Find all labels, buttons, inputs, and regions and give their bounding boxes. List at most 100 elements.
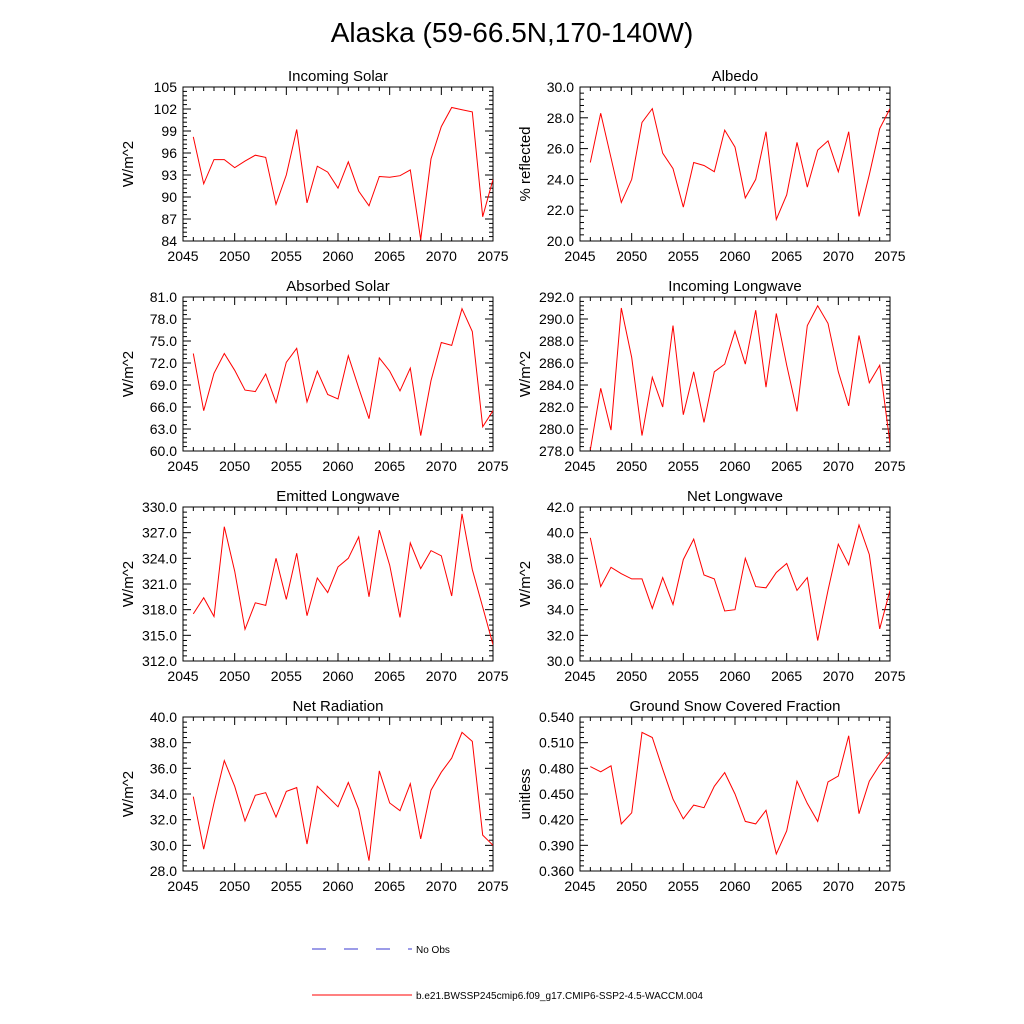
albedo-title: Albedo bbox=[712, 68, 759, 85]
emitted-longwave-xtick-label: 2060 bbox=[322, 668, 353, 684]
incoming-longwave-xtick-label: 2045 bbox=[564, 458, 595, 474]
emitted-longwave-frame bbox=[182, 506, 494, 662]
emitted-longwave-ytick-label: 315.0 bbox=[142, 627, 177, 643]
net-radiation-ytick-label: 28.0 bbox=[150, 863, 177, 879]
net-longwave-frame bbox=[579, 506, 891, 662]
emitted-longwave-ytick-label: 330.0 bbox=[142, 499, 177, 515]
absorbed-solar-ytick-label: 75.0 bbox=[150, 333, 177, 349]
incoming-longwave-xtick-label: 2050 bbox=[616, 458, 647, 474]
albedo-xtick-label: 2065 bbox=[771, 248, 802, 264]
legend-obs-label: No Obs bbox=[416, 945, 450, 956]
ground-snow-covered-fraction-ytick-label: 0.510 bbox=[539, 735, 574, 751]
absorbed-solar-xtick-label: 2055 bbox=[271, 458, 302, 474]
absorbed-solar-ytick-label: 81.0 bbox=[150, 289, 177, 305]
emitted-longwave-ytick-label: 327.0 bbox=[142, 525, 177, 541]
net-radiation-ytick-label: 38.0 bbox=[150, 735, 177, 751]
net-longwave-ytick-label: 36.0 bbox=[547, 576, 574, 592]
ground-snow-covered-fraction-ytick-label: 0.540 bbox=[539, 709, 574, 725]
incoming-solar-xtick-label: 2045 bbox=[167, 248, 198, 264]
emitted-longwave-ytick-label: 324.0 bbox=[142, 550, 177, 566]
incoming-solar-ytick-label: 96 bbox=[161, 145, 177, 161]
net-radiation-ytick-label: 30.0 bbox=[150, 837, 177, 853]
absorbed-solar-xtick-label: 2070 bbox=[426, 458, 457, 474]
ground-snow-covered-fraction-ytick-label: 0.450 bbox=[539, 786, 574, 802]
net-radiation-ytick-label: 40.0 bbox=[150, 709, 177, 725]
incoming-longwave-ytick-label: 286.0 bbox=[539, 355, 574, 371]
panels: 2045 2050 2055 2060 2065 2070 2075 84 87 90 93 96 99… bbox=[120, 68, 906, 894]
absorbed-solar-ytick-label: 78.0 bbox=[150, 311, 177, 327]
incoming-solar-ytick-label: 102 bbox=[154, 101, 178, 117]
incoming-solar-title: Incoming Solar bbox=[288, 68, 388, 85]
albedo-xtick-label: 2050 bbox=[616, 248, 647, 264]
incoming-solar-xtick-label: 2075 bbox=[477, 248, 508, 264]
absorbed-solar-ylabel: W/m^2 bbox=[120, 351, 137, 397]
incoming-longwave-xtick-label: 2055 bbox=[668, 458, 699, 474]
ground-snow-covered-fraction-ytick-label: 0.420 bbox=[539, 812, 574, 828]
albedo-xtick-label: 2075 bbox=[874, 248, 905, 264]
albedo-frame bbox=[579, 86, 891, 242]
absorbed-solar-ytick-label: 72.0 bbox=[150, 355, 177, 371]
net-radiation-xtick-label: 2045 bbox=[167, 878, 198, 894]
incoming-longwave-xtick-label: 2075 bbox=[874, 458, 905, 474]
net-radiation-xtick-label: 2065 bbox=[374, 878, 405, 894]
legend-model-label: b.e21.BWSSP245cmip6.f09_g17.CMIP6-SSP2-4… bbox=[416, 991, 703, 1002]
net-radiation-ylabel: W/m^2 bbox=[120, 771, 137, 817]
net-radiation-ytick-label: 36.0 bbox=[150, 760, 177, 776]
albedo-ytick-label: 30.0 bbox=[547, 79, 574, 95]
albedo-ylabel: % reflected bbox=[517, 126, 534, 201]
ground-snow-covered-fraction-xtick-label: 2075 bbox=[874, 878, 905, 894]
absorbed-solar-xtick-label: 2065 bbox=[374, 458, 405, 474]
chart-net-longwave: 2045 2050 2055 2060 2065 2070 2075 30.0 32.0 34.0… bbox=[517, 488, 906, 684]
net-longwave-xtick-label: 2070 bbox=[823, 668, 854, 684]
incoming-solar-xtick-label: 2055 bbox=[271, 248, 302, 264]
chart-albedo: 2045 2050 2055 2060 2065 2070 2075 20.0 22.0 24.0… bbox=[517, 68, 906, 264]
net-longwave-ytick-label: 30.0 bbox=[547, 653, 574, 669]
net-radiation-series-line bbox=[192, 731, 493, 861]
net-longwave-xtick-label: 2050 bbox=[616, 668, 647, 684]
incoming-longwave-ylabel: W/m^2 bbox=[517, 351, 534, 397]
net-longwave-xtick-label: 2045 bbox=[564, 668, 595, 684]
incoming-solar-ytick-label: 90 bbox=[161, 189, 177, 205]
incoming-solar-ytick-label: 84 bbox=[161, 233, 177, 249]
absorbed-solar-xtick-label: 2060 bbox=[322, 458, 353, 474]
incoming-longwave-ytick-label: 292.0 bbox=[539, 289, 574, 305]
incoming-solar-xtick-label: 2070 bbox=[426, 248, 457, 264]
ground-snow-covered-fraction-title: Ground Snow Covered Fraction bbox=[630, 698, 841, 715]
net-longwave-ytick-label: 42.0 bbox=[547, 499, 574, 515]
net-radiation-xtick-label: 2055 bbox=[271, 878, 302, 894]
incoming-longwave-ytick-label: 282.0 bbox=[539, 399, 574, 415]
net-longwave-ytick-label: 34.0 bbox=[547, 602, 574, 618]
incoming-solar-ytick-label: 105 bbox=[154, 79, 178, 95]
albedo-ytick-label: 28.0 bbox=[547, 110, 574, 126]
net-longwave-ytick-label: 40.0 bbox=[547, 525, 574, 541]
net-radiation-ytick-label: 34.0 bbox=[150, 786, 177, 802]
net-radiation-xtick-label: 2070 bbox=[426, 878, 457, 894]
albedo-xtick-label: 2070 bbox=[823, 248, 854, 264]
net-radiation-xtick-label: 2060 bbox=[322, 878, 353, 894]
absorbed-solar-frame bbox=[182, 296, 494, 452]
net-longwave-xtick-label: 2055 bbox=[668, 668, 699, 684]
incoming-longwave-xtick-label: 2060 bbox=[719, 458, 750, 474]
incoming-solar-xtick-label: 2060 bbox=[322, 248, 353, 264]
chart-incoming-solar: 2045 2050 2055 2060 2065 2070 2075 84 87 90 93 96 99… bbox=[120, 68, 509, 264]
net-longwave-xtick-label: 2060 bbox=[719, 668, 750, 684]
incoming-solar-ylabel: W/m^2 bbox=[120, 141, 137, 187]
ground-snow-covered-fraction-xtick-label: 2055 bbox=[668, 878, 699, 894]
chart-absorbed-solar: 2045 2050 2055 2060 2065 2070 2075 60.0 63.0 66.0… bbox=[120, 278, 509, 474]
albedo-ytick-label: 26.0 bbox=[547, 141, 574, 157]
chart-incoming-longwave: 2045 2050 2055 2060 2065 2070 2075 278.0 280.0 28… bbox=[517, 278, 906, 474]
incoming-longwave-ytick-label: 284.0 bbox=[539, 377, 574, 393]
emitted-longwave-xtick-label: 2050 bbox=[219, 668, 250, 684]
ground-snow-covered-fraction-xtick-label: 2045 bbox=[564, 878, 595, 894]
incoming-solar-xtick-label: 2050 bbox=[219, 248, 250, 264]
incoming-longwave-xtick-label: 2065 bbox=[771, 458, 802, 474]
chart-emitted-longwave: 2045 2050 2055 2060 2065 2070 2075 312.0 315.0 31… bbox=[120, 488, 509, 684]
incoming-longwave-ytick-label: 278.0 bbox=[539, 443, 574, 459]
albedo-xtick-label: 2060 bbox=[719, 248, 750, 264]
incoming-solar-ytick-label: 99 bbox=[161, 123, 177, 139]
ground-snow-covered-fraction-ytick-label: 0.360 bbox=[539, 863, 574, 879]
legend: No Obs b.e21.BWSSP245cmip6.f09_g17.CMIP6… bbox=[312, 945, 703, 1002]
net-longwave-series-line bbox=[589, 523, 890, 641]
net-longwave-xtick-label: 2075 bbox=[874, 668, 905, 684]
